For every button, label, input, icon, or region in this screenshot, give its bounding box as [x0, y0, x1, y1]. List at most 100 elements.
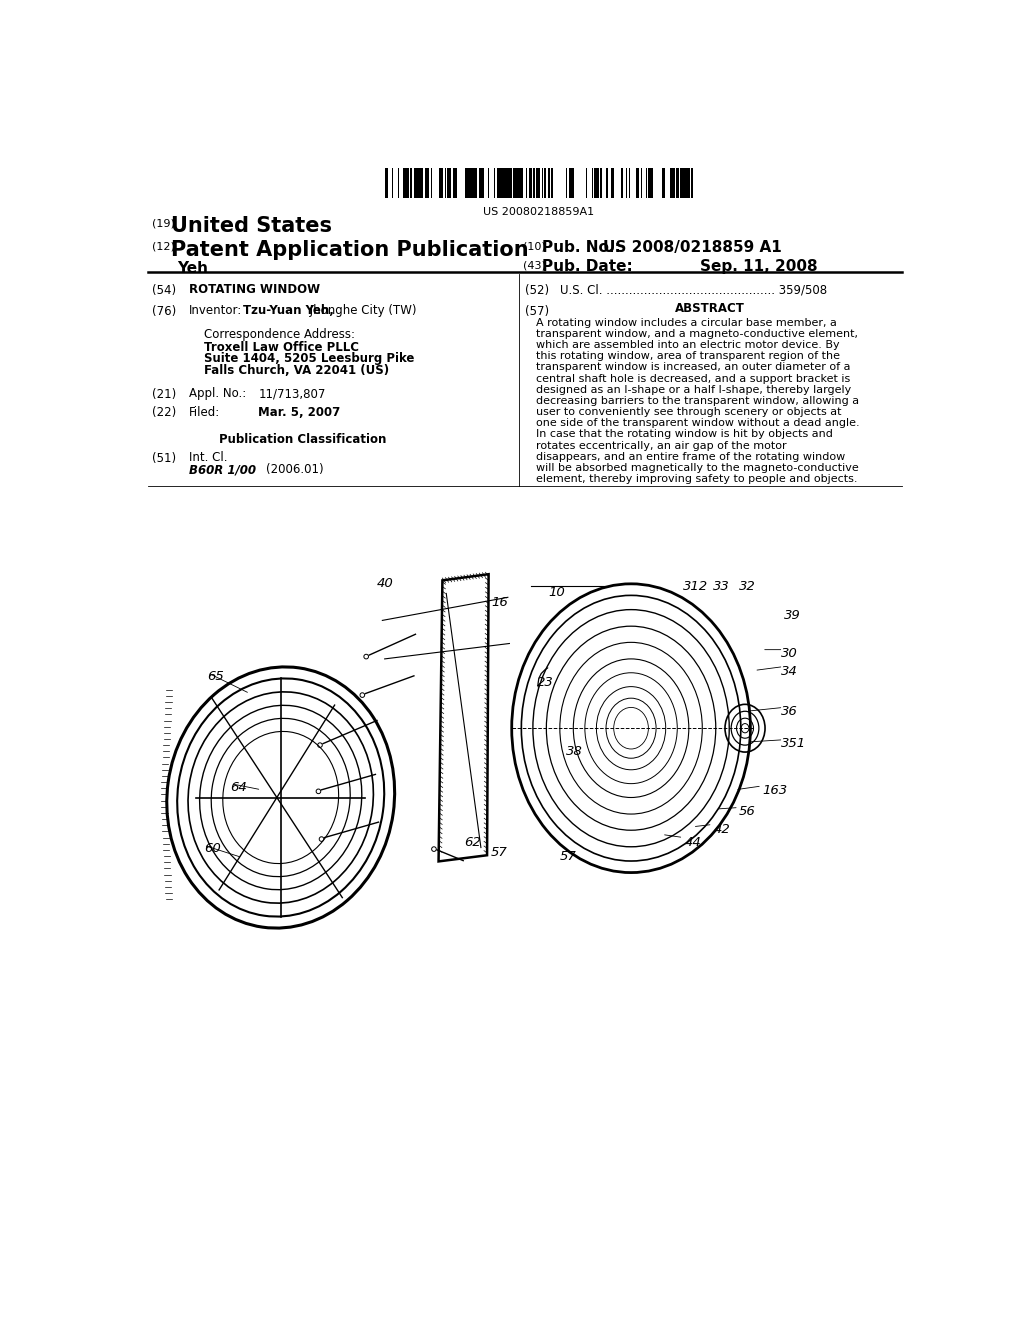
Bar	[594, 168, 596, 198]
Bar	[450, 168, 451, 198]
Bar	[385, 168, 388, 198]
Text: Troxell Law Office PLLC: Troxell Law Office PLLC	[205, 341, 359, 354]
Bar	[646, 168, 647, 198]
Bar	[469, 168, 471, 198]
Bar	[537, 168, 538, 198]
Text: B60R 1/00: B60R 1/00	[189, 463, 256, 477]
Text: Publication Classification: Publication Classification	[218, 433, 386, 446]
Bar	[506, 168, 508, 198]
Bar	[596, 168, 597, 198]
Bar	[648, 168, 649, 198]
Bar	[410, 168, 413, 198]
Text: element, thereby improving safety to people and objects.: element, thereby improving safety to peo…	[536, 474, 857, 484]
Bar	[597, 168, 599, 198]
Bar	[456, 168, 457, 198]
Text: Sep. 11, 2008: Sep. 11, 2008	[700, 259, 818, 275]
Bar	[407, 168, 408, 198]
Text: Jhonghe City (TW): Jhonghe City (TW)	[306, 304, 417, 317]
Text: 32: 32	[739, 581, 756, 594]
Text: 56: 56	[739, 805, 756, 818]
Text: Suite 1404, 5205 Leesburg Pike: Suite 1404, 5205 Leesburg Pike	[205, 352, 415, 366]
Text: Appl. No.:: Appl. No.:	[189, 387, 247, 400]
Text: United States: United States	[171, 216, 332, 236]
Text: 42: 42	[714, 822, 731, 836]
Bar	[681, 168, 683, 198]
Bar	[403, 168, 404, 198]
Text: 23: 23	[538, 676, 554, 689]
Text: Inventor:: Inventor:	[189, 304, 243, 317]
Text: 312: 312	[683, 581, 709, 594]
Text: 30: 30	[781, 647, 798, 660]
Text: central shaft hole is decreased, and a support bracket is: central shaft hole is decreased, and a s…	[536, 374, 850, 384]
Text: 351: 351	[781, 738, 806, 751]
Bar	[515, 168, 516, 198]
Text: Yeh: Yeh	[177, 261, 208, 276]
Bar	[509, 168, 511, 198]
Bar	[427, 168, 429, 198]
Bar	[513, 168, 515, 198]
Bar	[466, 168, 469, 198]
Text: 10: 10	[548, 586, 564, 599]
Bar	[621, 168, 623, 198]
Bar	[474, 168, 475, 198]
Text: 62: 62	[464, 836, 480, 849]
Text: 36: 36	[781, 705, 798, 718]
Text: (57): (57)	[524, 305, 549, 318]
Text: (54): (54)	[153, 284, 176, 297]
Text: Mar. 5, 2007: Mar. 5, 2007	[258, 405, 341, 418]
Text: (12): (12)	[153, 242, 175, 252]
Text: will be absorbed magnetically to the magneto-conductive: will be absorbed magnetically to the mag…	[536, 463, 858, 473]
Bar	[606, 168, 608, 198]
Text: US 2008/0218859 A1: US 2008/0218859 A1	[603, 240, 782, 255]
Bar	[508, 168, 509, 198]
Text: designed as an I-shape or a half I-shape, thereby largely: designed as an I-shape or a half I-shape…	[536, 385, 851, 395]
Bar	[439, 168, 441, 198]
Text: (76): (76)	[153, 305, 176, 318]
Bar	[571, 168, 572, 198]
Bar	[651, 168, 653, 198]
Bar	[503, 168, 506, 198]
Bar	[502, 168, 503, 198]
Text: (52): (52)	[524, 284, 549, 297]
Text: Falls Church, VA 22041 (US): Falls Church, VA 22041 (US)	[205, 364, 389, 378]
Text: 40: 40	[377, 577, 393, 590]
Text: Pub. No.:: Pub. No.:	[542, 240, 621, 255]
Bar	[516, 168, 518, 198]
Text: (43): (43)	[523, 261, 546, 271]
Text: US 20080218859A1: US 20080218859A1	[483, 207, 594, 216]
Text: (22): (22)	[153, 407, 176, 420]
Bar	[674, 168, 675, 198]
Text: transparent window is increased, an outer diameter of a: transparent window is increased, an oute…	[536, 363, 850, 372]
Text: (19): (19)	[153, 218, 175, 228]
Bar	[487, 168, 489, 198]
Bar	[465, 168, 466, 198]
Text: 34: 34	[781, 665, 798, 678]
Bar	[498, 168, 500, 198]
Bar	[685, 168, 687, 198]
Text: 39: 39	[783, 609, 801, 622]
Text: (10): (10)	[523, 242, 546, 252]
Text: Int. Cl.: Int. Cl.	[189, 451, 227, 465]
Text: A rotating window includes a circular base member, a: A rotating window includes a circular ba…	[536, 318, 837, 327]
Text: Filed:: Filed:	[189, 405, 220, 418]
Bar	[534, 168, 535, 198]
Text: Pub. Date:: Pub. Date:	[542, 259, 633, 275]
Text: disappears, and an entire frame of the rotating window: disappears, and an entire frame of the r…	[536, 451, 845, 462]
Bar	[549, 168, 550, 198]
Text: 65: 65	[208, 671, 224, 684]
Bar	[629, 168, 631, 198]
Bar	[391, 168, 393, 198]
Text: user to conveniently see through scenery or objects at: user to conveniently see through scenery…	[536, 407, 841, 417]
Bar	[454, 168, 456, 198]
Text: In case that the rotating window is hit by objects and: In case that the rotating window is hit …	[536, 429, 833, 440]
Bar	[664, 168, 665, 198]
Text: 38: 38	[565, 744, 583, 758]
Text: decreasing barriers to the transparent window, allowing a: decreasing barriers to the transparent w…	[536, 396, 859, 407]
Text: this rotating window, area of transparent region of the: this rotating window, area of transparen…	[536, 351, 840, 362]
Bar	[649, 168, 651, 198]
Text: 16: 16	[490, 595, 508, 609]
Bar	[672, 168, 674, 198]
Bar	[481, 168, 484, 198]
Text: ABSTRACT: ABSTRACT	[675, 302, 744, 315]
Text: Tzu-Yuan Yeh,: Tzu-Yuan Yeh,	[243, 304, 334, 317]
